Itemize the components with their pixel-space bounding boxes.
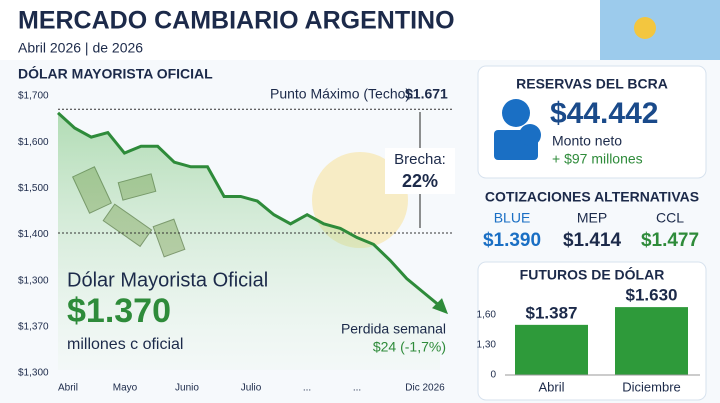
chart-title: DÓLAR MAYORISTA OFICIAL — [18, 65, 213, 82]
y-tick-label: $1,600 — [18, 137, 49, 148]
y-tick-label: $1,370 — [18, 321, 49, 332]
flag-stripe — [600, 0, 720, 60]
big-note: millones c oficial — [67, 336, 183, 353]
reserves-value: $44.442 — [550, 97, 658, 130]
coin-icon — [494, 99, 541, 160]
futures-title: FUTUROS DE DÓLAR — [520, 266, 665, 283]
quote-name: MEP — [577, 210, 607, 226]
quote-value: $1.477 — [641, 230, 699, 251]
x-tick-label: Abril — [58, 383, 78, 394]
y-tick-label: $1,500 — [18, 183, 49, 194]
x-tick-label: Dic 2026 — [405, 383, 445, 394]
line — [56, 111, 441, 308]
x-tick-label: Junio — [175, 383, 199, 394]
y-tick-label: $1,700 — [18, 91, 49, 102]
big-value: $1.370 — [67, 292, 171, 330]
bar — [515, 324, 588, 375]
area — [58, 112, 440, 370]
subtitle: Abril 2026 | de 2026 — [18, 40, 143, 56]
y-tick-label: $1,400 — [18, 229, 49, 240]
x-tick-label: Abril — [538, 379, 564, 394]
quote-name: CCL — [656, 210, 684, 226]
quote-value: $1.414 — [563, 230, 622, 251]
gap-box — [385, 148, 455, 194]
reserves-title: RESERVAS DEL BCRA — [516, 76, 668, 92]
x-tick-label: Diciembre — [622, 379, 681, 394]
sun-watermark — [312, 152, 408, 248]
y-tick-label: 1,60 — [477, 310, 497, 321]
gap-value: 22% — [402, 171, 438, 191]
y-tick-label: $1,300 — [18, 368, 49, 379]
peak-label: Punto Máximo (Techo): — [270, 86, 414, 102]
peak-value: $1.671 — [405, 86, 448, 102]
quotes-title: COTIZACIONES ALTERNATIVAS — [485, 189, 699, 205]
x-tick-label: ... — [353, 383, 361, 394]
y-tick-label: $1,300 — [18, 275, 49, 286]
value-label: $1.387 — [526, 303, 578, 322]
x-tick-label: Julio — [241, 383, 262, 394]
weekly-value: $24 (-1,7%) — [373, 339, 446, 355]
x-tick-label: Mayo — [113, 383, 138, 394]
y-tick-label: 0 — [490, 370, 496, 381]
reserves-note: Monto neto — [552, 133, 622, 149]
quote-name: BLUE — [494, 210, 531, 226]
bar — [615, 307, 688, 375]
arrow-head — [432, 298, 448, 315]
quote-value: $1.390 — [483, 230, 541, 251]
big-label: Dólar Mayorista Oficial — [67, 269, 268, 291]
value-label: $1.630 — [626, 286, 678, 305]
weekly-label: Perdida semanal — [341, 321, 446, 337]
reserves-change: + $97 millones — [552, 151, 643, 167]
y-tick-label: 1,30 — [477, 340, 497, 351]
title: MERCADO CAMBIARIO ARGENTINO — [18, 7, 455, 35]
x-tick-label: ... — [303, 383, 311, 394]
sun-icon — [634, 17, 656, 39]
gap-label: Brecha: — [394, 151, 446, 168]
